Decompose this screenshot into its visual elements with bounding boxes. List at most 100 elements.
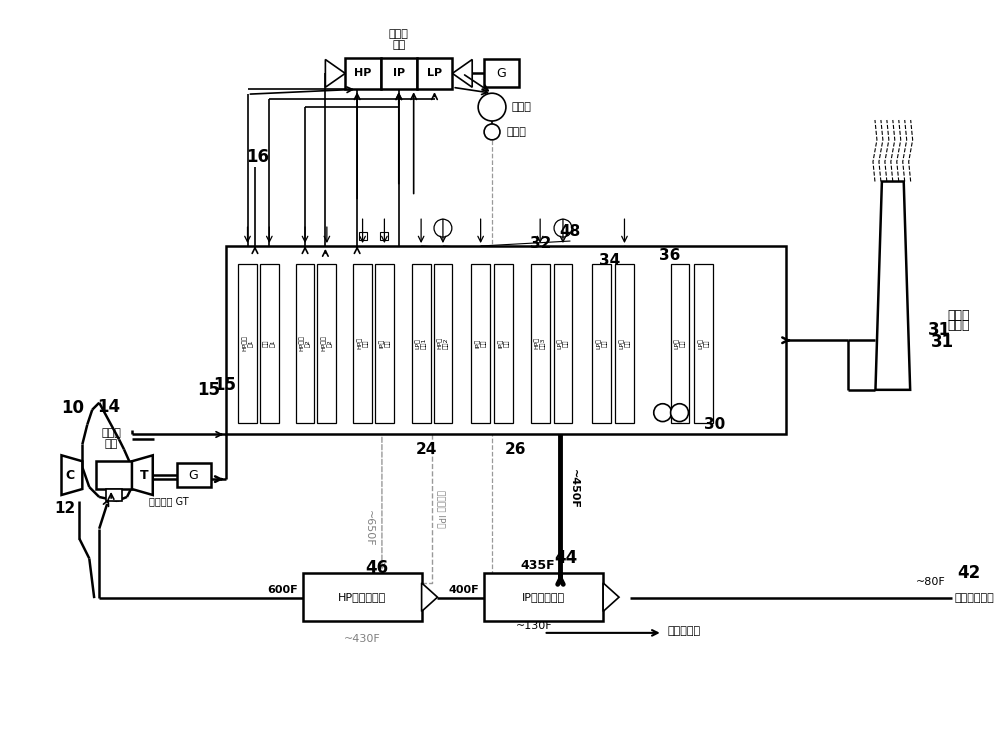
Text: G: G [496,67,506,80]
Text: 24: 24 [416,442,437,457]
Text: 10: 10 [62,399,85,417]
Bar [375,264,394,423]
Text: IP: IP [393,69,405,78]
Text: LP节
约器: LP节 约器 [618,338,631,348]
Bar [317,264,336,423]
Text: C: C [65,469,74,482]
Bar [531,264,550,423]
Text: 30: 30 [704,417,726,432]
Bar [296,264,314,423]
Polygon shape [603,583,619,612]
Text: 15: 15 [213,376,236,394]
Bar [303,573,422,621]
Text: LP蒸
发器: LP蒸 发器 [557,338,569,348]
Text: HP节
约器2: HP节 约器2 [437,337,449,349]
Text: 冷凝器: 冷凝器 [512,102,532,112]
Bar [106,489,122,501]
Circle shape [478,93,506,121]
Bar [671,264,689,423]
Text: 蒸汽涡
轮机: 蒸汽涡 轮机 [389,29,409,50]
Bar [380,232,388,240]
Text: 36: 36 [659,249,680,263]
Text: IP节
约器: IP节 约器 [378,339,390,348]
Circle shape [484,124,500,139]
Text: IP燃料加热器: IP燃料加热器 [522,592,565,602]
Text: LP蒸
发器: LP蒸 发器 [674,338,686,348]
Text: 去往冷凝器: 去往冷凝器 [668,626,701,636]
Bar [345,58,381,89]
Text: G: G [189,469,198,482]
Text: T: T [140,469,148,482]
Bar [226,246,786,435]
Polygon shape [62,455,82,495]
Text: 46: 46 [365,559,389,577]
Text: LP节
约器: LP节 约器 [698,338,710,348]
Text: HP过热
器2: HP过热 器2 [299,335,311,351]
Text: 44: 44 [554,550,577,568]
Text: 15: 15 [197,381,220,399]
Polygon shape [132,455,153,495]
Text: LP: LP [427,69,442,78]
Text: 排气管: 排气管 [947,319,970,332]
Text: 600F: 600F [267,585,298,596]
Circle shape [554,219,572,237]
Text: ~430F: ~430F [344,634,380,644]
Text: 14: 14 [97,398,120,415]
Text: 排气管: 排气管 [947,309,970,322]
Text: 34: 34 [599,253,621,269]
Text: 12: 12 [54,501,75,517]
Bar [484,573,603,621]
Text: 32: 32 [530,235,551,250]
Text: 31: 31 [931,334,954,351]
Bar [694,264,713,423]
Text: 来自燃料管线: 来自燃料管线 [954,593,994,603]
Circle shape [654,404,672,421]
Circle shape [434,219,452,237]
Bar [381,58,417,89]
Polygon shape [325,60,345,87]
Bar [260,264,279,423]
Bar [353,264,372,423]
Bar [417,58,452,89]
Text: ~450F: ~450F [568,469,578,509]
Text: 42: 42 [957,565,981,582]
Bar [615,264,634,423]
Text: 冷凝泵: 冷凝泵 [507,127,527,137]
Text: IP蒸
发器: IP蒸 发器 [475,339,487,348]
Bar [592,264,611,423]
Text: 再热
器1: 再热 器1 [263,339,275,347]
Text: ~130F: ~130F [515,621,552,631]
Text: 燃气涡
轮机: 燃气涡 轮机 [101,428,121,449]
Circle shape [671,404,688,421]
Bar [434,264,452,423]
Text: 交替返回 IP段: 交替返回 IP段 [436,490,445,528]
Text: 435F: 435F [521,559,556,572]
Text: HP过热
器1: HP过热 器1 [241,335,254,351]
Text: IP节
约器: IP节 约器 [497,339,509,348]
Text: HP: HP [354,69,372,78]
Polygon shape [875,182,910,390]
Bar [484,60,519,87]
Text: HP节
约器3: HP节 约器3 [534,337,546,349]
Text: 16: 16 [246,148,269,166]
Text: LP节
约器: LP节 约器 [596,338,608,348]
Text: 燃料去往 GT: 燃料去往 GT [149,496,188,506]
Text: LP节
约器1: LP节 约器1 [415,337,427,349]
Text: 400F: 400F [449,585,479,596]
Text: HP燃料加热器: HP燃料加热器 [338,592,386,602]
Text: 31: 31 [928,321,951,339]
Polygon shape [422,583,437,612]
Polygon shape [452,60,472,87]
Bar [359,232,367,240]
Text: HP蒸
发器: HP蒸 发器 [357,337,369,349]
Bar [494,264,513,423]
Text: 48: 48 [560,224,581,238]
Bar [471,264,490,423]
Text: HP过热
器2: HP过热 器2 [321,335,333,351]
Text: 26: 26 [505,442,527,457]
Bar [96,461,132,489]
Text: ~80F: ~80F [916,577,945,587]
Bar [554,264,572,423]
Bar [238,264,257,423]
Bar [412,264,431,423]
